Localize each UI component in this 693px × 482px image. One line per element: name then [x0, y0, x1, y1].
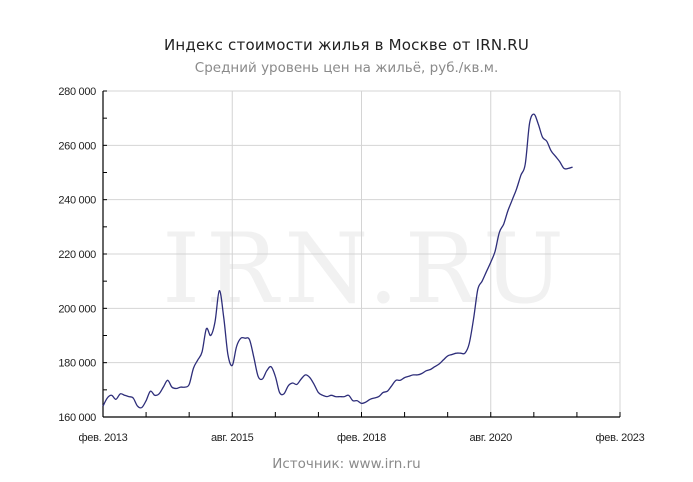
y-tick-label: 240 000 — [58, 195, 96, 207]
chart-title: Индекс стоимости жилья в Москве от IRN.R… — [163, 36, 530, 54]
x-tick-label: фев. 2018 — [337, 432, 386, 444]
x-tick-label: фев. 2023 — [596, 432, 645, 444]
y-tick-label: 160 000 — [58, 412, 96, 424]
source-note: Источник: www.irn.ru — [272, 456, 421, 472]
y-tick-label: 220 000 — [58, 249, 96, 261]
y-tick-label: 280 000 — [58, 86, 96, 98]
x-axis-labels: фев. 2013 авг. 2015 фев. 2018 авг. 2020 фев.… — [79, 432, 645, 444]
y-axis-labels: 160 000 180 000 200 000 220 000 240 000 260 0… — [58, 86, 96, 424]
x-tick-label: авг. 2015 — [211, 432, 254, 444]
axes — [102, 90, 621, 418]
y-tick-label: 200 000 — [58, 303, 96, 315]
y-tick-label: 180 000 — [58, 358, 96, 370]
x-tick-label: фев. 2013 — [79, 432, 128, 444]
gridlines — [103, 90, 621, 417]
watermark: IRN.RU — [162, 213, 570, 325]
chart-subtitle: Средний уровень цен на жильё, руб./кв.м. — [194, 60, 499, 76]
price-index-line — [102, 113, 573, 409]
x-tick-label: авг. 2020 — [469, 432, 512, 444]
y-tick-label: 260 000 — [58, 140, 96, 152]
